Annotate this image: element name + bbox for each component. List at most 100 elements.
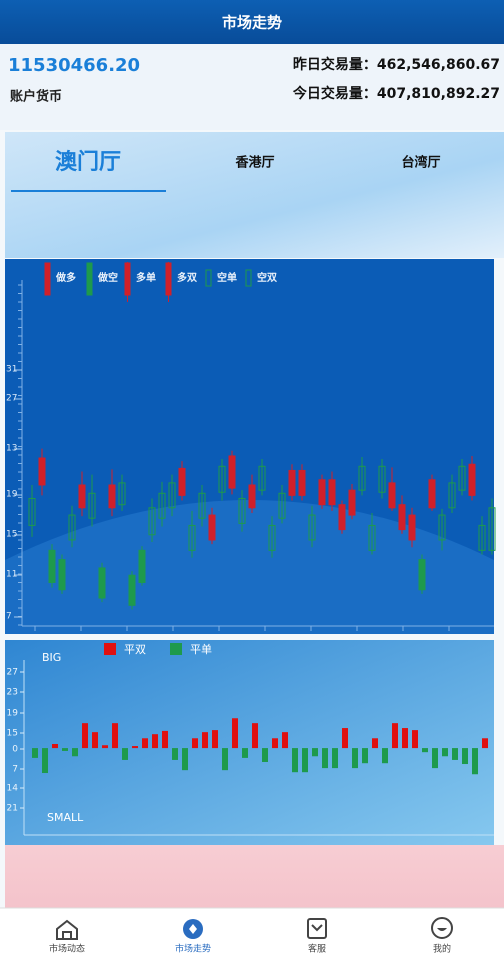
nav-bar	[0, 908, 504, 962]
bar	[32, 748, 38, 758]
candle-body	[368, 524, 376, 551]
y-tick-label: 13	[6, 444, 17, 454]
y-tick-label: 15	[6, 530, 17, 540]
bar	[272, 738, 278, 749]
legend-swatch	[86, 262, 93, 296]
y-tick-label: 27	[6, 394, 17, 404]
candle-body	[88, 492, 96, 519]
bar	[362, 748, 368, 764]
bar	[312, 748, 318, 757]
bar	[412, 730, 418, 749]
bar	[422, 748, 428, 753]
candle-body	[298, 469, 306, 496]
nav-item[interactable]: 市场动态	[49, 919, 85, 955]
y-tick-label: 19	[7, 709, 19, 719]
balance: 11530466.20	[8, 55, 140, 76]
bar	[172, 748, 178, 760]
footer-band	[5, 845, 504, 908]
bar	[222, 748, 228, 771]
nav-label: 我的	[433, 943, 451, 955]
candle-body	[238, 497, 246, 524]
bar	[282, 732, 288, 749]
bar	[442, 748, 448, 757]
y-tick-label: 14	[7, 784, 19, 794]
candle-body	[478, 524, 486, 551]
legend-label: 做空	[97, 271, 118, 284]
tab[interactable]: 台湾厅	[401, 155, 440, 171]
candle-body	[118, 482, 126, 506]
y-tick-label: 7	[12, 765, 18, 775]
candle-body	[418, 559, 426, 591]
account-panel	[0, 44, 504, 130]
y-tick-label: 21	[7, 804, 18, 814]
candle-body	[38, 457, 46, 486]
legend-swatch	[124, 262, 131, 296]
candle-body	[438, 514, 446, 541]
bar	[202, 732, 208, 749]
bar	[482, 738, 488, 749]
bar	[182, 748, 188, 771]
bar	[452, 748, 458, 760]
candle-body	[128, 574, 136, 606]
legend-label: 平双	[124, 643, 146, 656]
service-icon	[307, 918, 327, 939]
candle-body	[208, 514, 216, 541]
bar	[342, 728, 348, 749]
candle-body	[338, 504, 346, 531]
today-volume: 今日交易量：407,810,892.27	[292, 85, 500, 102]
bar	[42, 748, 48, 774]
bar	[122, 748, 128, 760]
candle-body	[48, 549, 56, 583]
bar	[292, 748, 298, 773]
tab-panel	[5, 132, 504, 258]
candle-body	[468, 463, 476, 496]
value: 462,546,860.67	[377, 57, 500, 73]
candle-body	[488, 507, 496, 551]
bar	[72, 748, 78, 757]
nav-item[interactable]: 客服	[307, 918, 327, 955]
bar	[152, 734, 158, 749]
big-label: BIG	[42, 651, 61, 664]
candle-body	[388, 482, 396, 509]
legend-swatch	[170, 643, 182, 655]
bar	[242, 748, 248, 758]
bar	[112, 723, 118, 749]
bar	[352, 748, 358, 769]
candle-body	[308, 514, 316, 541]
bar	[52, 744, 58, 749]
tab[interactable]: 澳门厅	[55, 149, 121, 175]
nav-item[interactable]: 我的	[431, 917, 453, 955]
bar	[392, 723, 398, 749]
candle-body	[258, 465, 266, 491]
tab[interactable]: 香港厅	[234, 155, 274, 171]
bar	[462, 748, 468, 765]
small-label: SMALL	[47, 811, 84, 824]
y-tick-label: 31	[6, 365, 17, 375]
tab-underline	[11, 190, 166, 192]
bar	[132, 746, 138, 749]
y-tick-label: 11	[6, 570, 17, 580]
candle-body	[428, 479, 436, 509]
candle-body	[198, 492, 206, 519]
legend-swatch	[104, 643, 116, 655]
y-tick-label: 7	[6, 612, 12, 622]
value: 407,810,892.27	[377, 86, 500, 102]
label: 昨日交易量：	[293, 56, 377, 73]
header-title: 市场走势	[222, 14, 282, 32]
y-tick-label: 0	[12, 745, 18, 755]
bar	[302, 748, 308, 773]
bar	[332, 748, 338, 769]
label: 今日交易量：	[292, 85, 377, 102]
legend-label: 空双	[257, 271, 277, 284]
legend-label: 空单	[217, 271, 237, 284]
candle-body	[108, 484, 116, 509]
bar	[162, 730, 168, 749]
candle-body	[278, 492, 286, 519]
nav-label: 市场动态	[49, 943, 85, 955]
nav-item[interactable]: 市场走势	[175, 919, 211, 955]
bar	[382, 748, 388, 764]
candle-body	[218, 465, 226, 493]
y-tick-label: 27	[7, 668, 18, 678]
